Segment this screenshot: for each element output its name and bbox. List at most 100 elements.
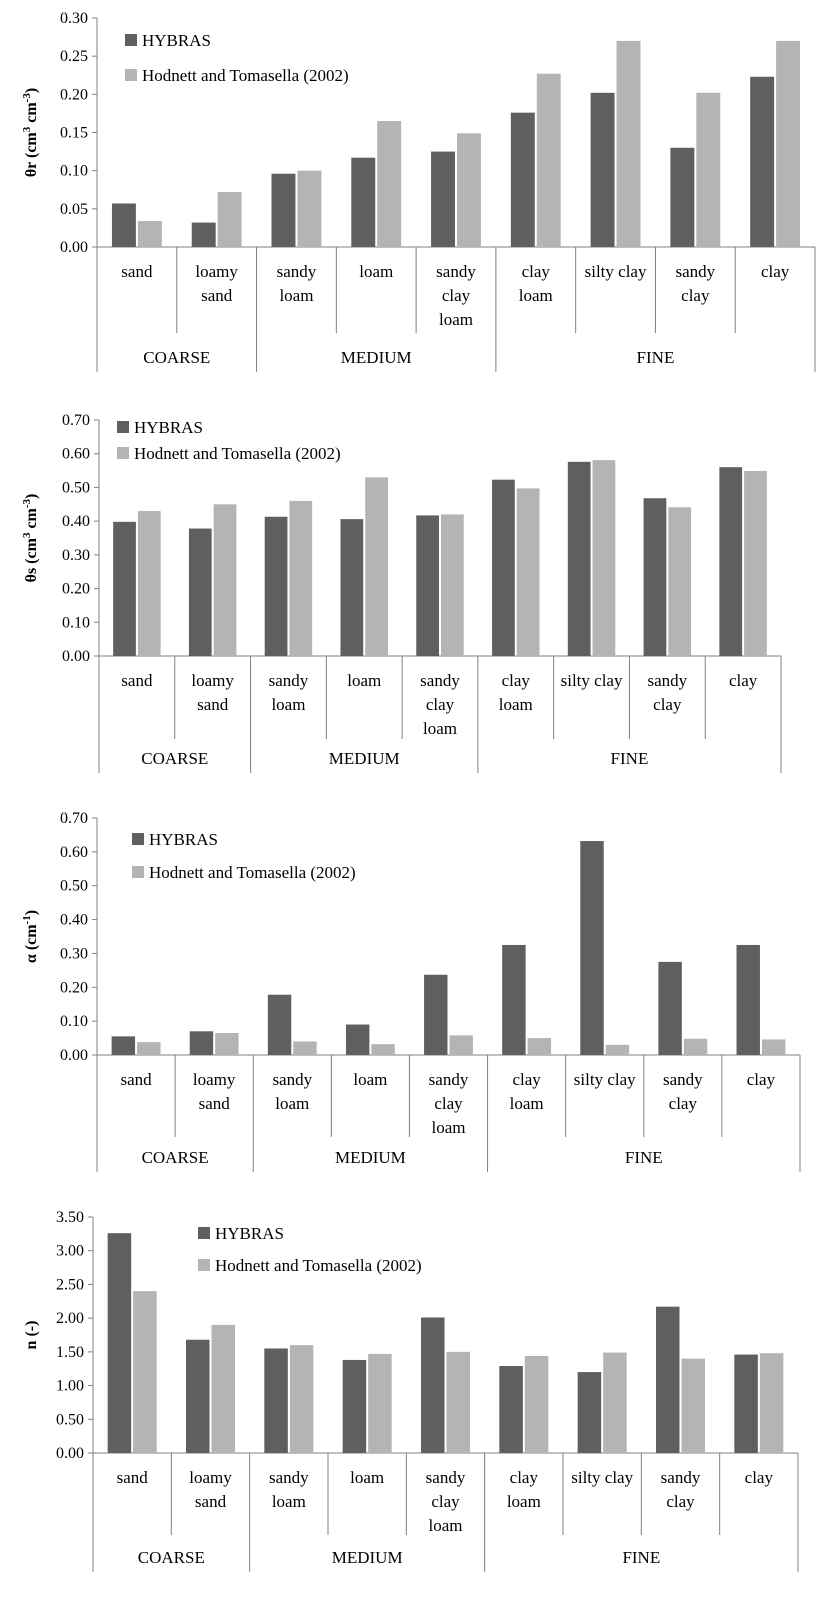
bar-hybras <box>186 1339 210 1453</box>
bar-hybras <box>734 1354 758 1453</box>
bar-hodnett <box>368 1353 392 1453</box>
bar-hodnett <box>681 1358 705 1453</box>
bar-hodnett <box>759 1353 784 1453</box>
bar-hodnett <box>377 121 402 247</box>
category-label: loam <box>271 695 305 714</box>
legend-swatch <box>125 69 137 81</box>
group-label: COARSE <box>141 749 208 768</box>
category-label: sand <box>121 262 153 281</box>
y-tick-label: 0.15 <box>60 125 88 142</box>
y-tick-label: 0.10 <box>62 614 90 631</box>
y-tick-label: 3.00 <box>56 1243 84 1260</box>
y-tick-label: 0.25 <box>60 48 88 65</box>
y-tick-label: 0.40 <box>60 912 88 929</box>
y-tick-label: 0.20 <box>62 581 90 598</box>
bar-hybras <box>111 1036 136 1055</box>
chart-panel-2: 0.00 0.10 0.20 0.30 0.40 0.50 0.60 0.70 θs (cm3 … <box>21 412 782 773</box>
category-label: loam <box>510 1094 544 1113</box>
category-label: clay <box>522 262 551 281</box>
y-tick-label: 3.50 <box>56 1209 84 1226</box>
category-label: sandy <box>429 1070 469 1089</box>
category-label: loam <box>429 1516 463 1535</box>
legend-label: HYBRAS <box>149 830 218 849</box>
bar-hybras <box>719 467 743 656</box>
y-tick-label: 0.10 <box>60 1013 88 1030</box>
bar-hodnett <box>441 514 464 656</box>
group-label: MEDIUM <box>329 749 400 768</box>
bar-hybras <box>267 994 292 1055</box>
bar-hybras <box>264 1348 288 1453</box>
bar-hodnett <box>603 1352 627 1453</box>
y-axis-title: θr (cm3 cm-3) <box>21 88 40 177</box>
category-label: clay <box>681 286 710 305</box>
y-tick-label: 0.30 <box>60 10 88 27</box>
bar-hybras <box>342 1359 367 1453</box>
bar-hybras <box>111 203 136 247</box>
category-label: loam <box>347 671 381 690</box>
bar-hodnett <box>668 507 692 656</box>
y-tick-label: 0.70 <box>62 412 90 429</box>
bar-hodnett <box>527 1038 552 1055</box>
category-label: silty clay <box>571 1468 633 1487</box>
group-label: COARSE <box>143 348 210 367</box>
category-label: sandy <box>663 1070 703 1089</box>
bar-hodnett <box>457 133 481 247</box>
bar-hybras <box>113 521 136 656</box>
bar-hodnett <box>215 1032 239 1055</box>
y-tick-label: 0.50 <box>62 479 90 496</box>
bar-hybras <box>264 516 288 656</box>
legend-swatch <box>125 34 137 46</box>
y-tick-label: 0.00 <box>60 239 88 256</box>
bar-hybras <box>567 461 591 656</box>
legend-label: Hodnett and Tomasella (2002) <box>134 444 341 463</box>
bar-hybras <box>510 112 535 247</box>
category-label: clay <box>434 1094 463 1113</box>
bar-hodnett <box>137 511 161 656</box>
bar-hybras <box>750 76 775 247</box>
category-label: sand <box>121 671 153 690</box>
category-label: loam <box>519 286 553 305</box>
group-label: MEDIUM <box>335 1148 406 1167</box>
category-label: clay <box>442 286 471 305</box>
category-label: clay <box>761 262 790 281</box>
bar-hybras <box>736 944 760 1055</box>
bar-hybras <box>189 1031 214 1055</box>
category-label: clay <box>669 1094 698 1113</box>
y-tick-label: 0.00 <box>56 1445 84 1462</box>
bar-hodnett <box>213 504 237 656</box>
category-label: sand <box>117 1468 149 1487</box>
bar-hybras <box>502 944 526 1055</box>
category-label: loamy <box>189 1468 232 1487</box>
bar-hodnett <box>289 500 313 656</box>
legend-label: HYBRAS <box>215 1224 284 1243</box>
bar-hybras <box>590 92 615 247</box>
y-tick-label: 0.60 <box>60 844 88 861</box>
bar-hybras <box>107 1233 132 1453</box>
bar-hybras <box>424 974 448 1055</box>
bar-hodnett <box>683 1038 708 1055</box>
category-label: loam <box>353 1070 387 1089</box>
category-label: loam <box>279 286 313 305</box>
category-label: loam <box>499 695 533 714</box>
bar-hybras <box>492 479 515 656</box>
y-tick-label: 0.20 <box>60 979 88 996</box>
bar-hybras <box>345 1024 370 1055</box>
bar-hybras <box>340 519 364 656</box>
category-label: sandy <box>675 262 715 281</box>
y-tick-label: 0.70 <box>60 810 88 827</box>
bar-hodnett <box>446 1351 470 1453</box>
legend-swatch <box>132 866 144 878</box>
category-label: loam <box>439 310 473 329</box>
bar-hodnett <box>536 73 561 248</box>
category-label: clay <box>502 671 531 690</box>
category-label: loam <box>507 1492 541 1511</box>
y-tick-label: 0.40 <box>62 513 90 530</box>
bar-hodnett <box>133 1291 157 1453</box>
category-label: clay <box>747 1070 776 1089</box>
legend-label: HYBRAS <box>134 418 203 437</box>
group-label: MEDIUM <box>341 348 412 367</box>
bar-hodnett <box>297 170 322 247</box>
bar-hodnett <box>137 1042 161 1055</box>
category-label: loam <box>272 1492 306 1511</box>
